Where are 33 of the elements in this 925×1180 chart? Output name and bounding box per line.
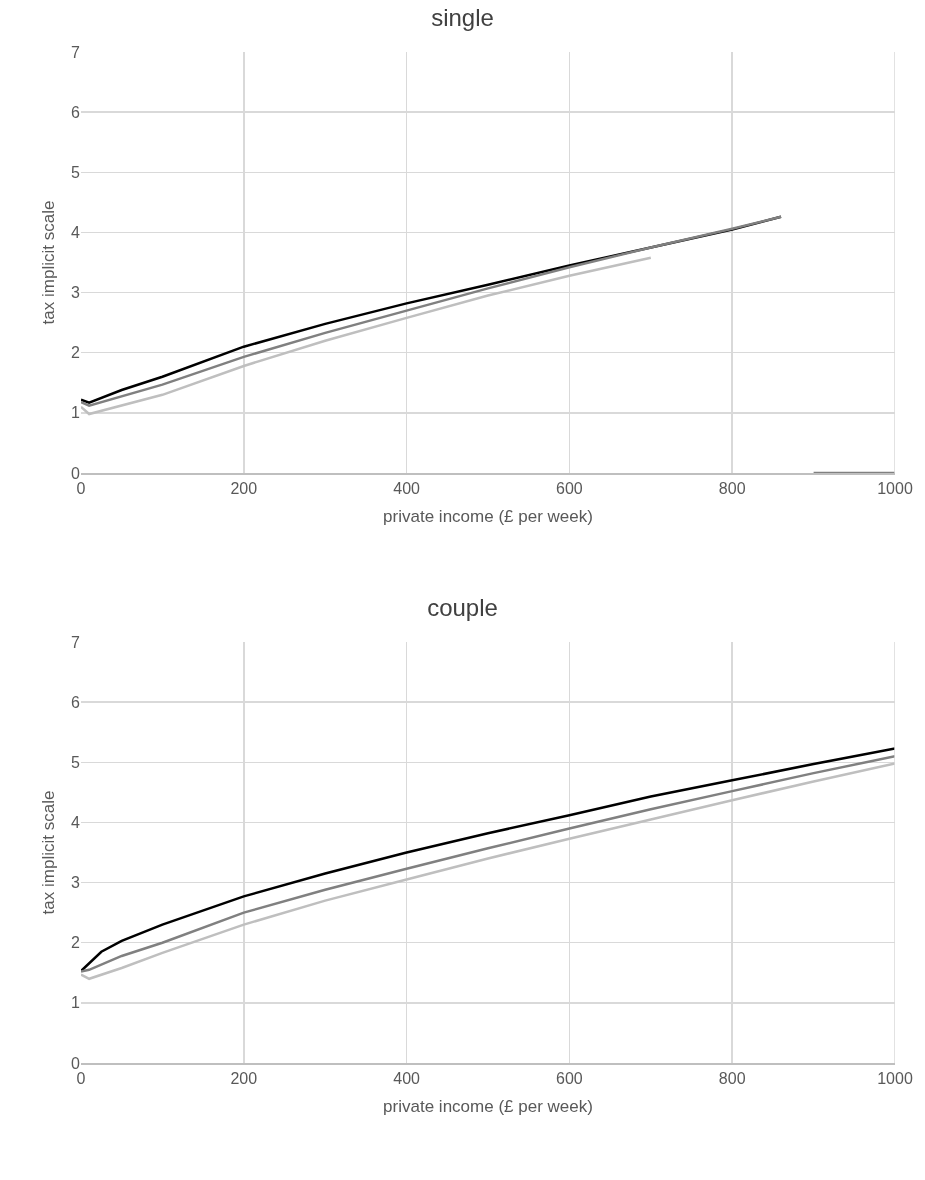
x-tick-label: 200 [230,479,258,497]
y-tick-label: 0 [71,464,81,482]
x-tick-label: 1000 [877,1069,913,1087]
x-axis-title: private income (£ per week) [383,1096,593,1116]
x-tick-label: 200 [230,1069,258,1087]
y-axis-title: tax implicit scale [38,200,58,325]
y-tick-label: 3 [71,874,81,892]
y-tick-label: 0 [71,1054,81,1072]
y-axis-title: tax implicit scale [38,790,58,915]
chart-title: couple [427,593,498,621]
x-tick-label: 400 [393,1069,421,1087]
y-tick-label: 2 [71,344,81,362]
x-tick-label: 800 [718,479,746,497]
x-tick-label: 1000 [877,479,913,497]
y-tick-label: 1 [71,994,81,1012]
line-series [81,256,653,416]
y-tick-label: 7 [71,43,81,61]
y-tick-label: 7 [71,633,81,651]
x-tick-label: 800 [718,1069,746,1087]
y-tick-label: 5 [71,753,81,771]
x-axis-title: private income (£ per week) [383,506,593,526]
y-tick-label: 3 [71,284,81,302]
y-tick-label: 6 [71,693,81,711]
x-tick-label: 400 [393,479,421,497]
y-tick-label: 1 [71,404,81,422]
x-tick-label: 600 [556,479,583,497]
y-tick-label: 2 [71,934,81,952]
y-tick-label: 4 [71,814,81,832]
y-tick-label: 6 [71,103,81,121]
x-tick-label: 600 [556,1069,583,1087]
y-tick-label: 5 [71,163,81,181]
chart-title: single [431,3,494,31]
y-tick-label: 4 [71,224,81,242]
